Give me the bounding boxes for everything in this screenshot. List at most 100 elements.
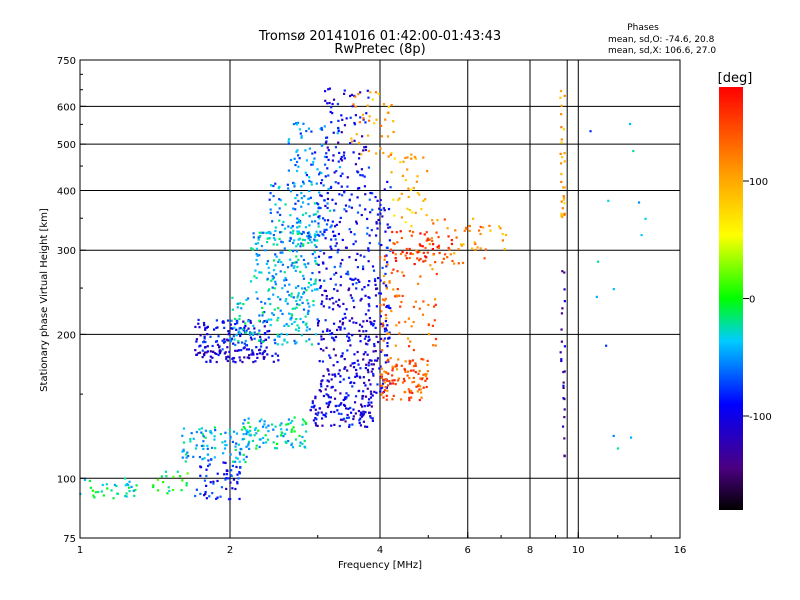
data-point bbox=[420, 396, 423, 399]
data-point bbox=[374, 91, 378, 94]
data-point bbox=[293, 239, 296, 242]
data-point bbox=[457, 262, 460, 265]
data-point bbox=[326, 328, 329, 331]
data-point bbox=[209, 481, 212, 484]
data-point bbox=[292, 181, 295, 185]
data-point bbox=[296, 194, 299, 197]
data-point bbox=[346, 413, 349, 417]
data-point bbox=[388, 331, 391, 334]
data-point bbox=[323, 279, 326, 282]
data-point bbox=[327, 404, 330, 407]
data-point bbox=[560, 359, 563, 363]
data-point bbox=[385, 287, 388, 290]
data-point bbox=[234, 317, 237, 321]
data-point bbox=[199, 334, 202, 337]
data-point bbox=[391, 379, 394, 382]
data-point bbox=[267, 289, 270, 292]
data-point bbox=[232, 430, 236, 433]
data-point bbox=[356, 170, 359, 173]
data-point bbox=[339, 284, 342, 287]
data-point bbox=[248, 429, 252, 432]
data-point bbox=[197, 322, 200, 325]
data-point bbox=[253, 275, 256, 278]
data-points bbox=[79, 87, 647, 501]
data-point bbox=[303, 445, 306, 448]
data-point bbox=[369, 390, 373, 393]
data-point bbox=[274, 226, 277, 229]
data-point bbox=[333, 339, 336, 342]
data-point bbox=[384, 230, 387, 233]
data-point bbox=[334, 146, 338, 149]
data-point bbox=[414, 371, 417, 374]
data-point bbox=[249, 336, 253, 339]
data-point bbox=[237, 349, 240, 352]
data-point bbox=[367, 401, 370, 404]
data-point bbox=[307, 281, 311, 285]
data-point bbox=[402, 377, 406, 381]
data-point bbox=[320, 338, 323, 341]
data-point bbox=[300, 242, 303, 245]
data-point bbox=[366, 343, 369, 346]
data-point bbox=[316, 324, 320, 327]
data-point bbox=[358, 152, 361, 156]
data-point bbox=[353, 353, 356, 356]
data-point bbox=[102, 494, 105, 497]
data-point bbox=[362, 267, 365, 271]
data-point bbox=[317, 203, 320, 206]
data-point bbox=[326, 167, 329, 170]
data-point bbox=[424, 246, 427, 250]
data-point bbox=[297, 292, 300, 295]
data-point bbox=[206, 350, 210, 353]
data-point bbox=[209, 429, 212, 433]
data-point bbox=[379, 387, 382, 390]
data-point bbox=[330, 386, 333, 389]
data-point bbox=[342, 417, 346, 420]
data-point bbox=[272, 233, 275, 237]
data-point bbox=[268, 237, 271, 240]
data-point bbox=[407, 195, 410, 199]
data-point bbox=[290, 428, 294, 431]
data-point bbox=[280, 261, 283, 264]
data-point bbox=[338, 369, 341, 372]
data-point bbox=[384, 313, 387, 317]
data-point bbox=[363, 255, 366, 258]
data-point bbox=[434, 261, 437, 264]
data-point bbox=[316, 239, 319, 242]
data-point bbox=[280, 434, 283, 437]
data-point bbox=[559, 96, 562, 99]
data-point bbox=[380, 367, 384, 370]
data-point bbox=[354, 395, 358, 398]
data-point bbox=[311, 152, 314, 155]
data-point bbox=[281, 241, 284, 244]
data-point bbox=[376, 357, 380, 360]
chart-subtitle: RwPretec (8p) bbox=[334, 42, 425, 57]
data-point bbox=[106, 487, 109, 490]
data-point bbox=[317, 173, 321, 176]
data-point bbox=[381, 215, 384, 218]
data-point bbox=[299, 221, 302, 224]
data-point bbox=[354, 163, 358, 166]
data-point bbox=[367, 284, 370, 287]
data-point bbox=[384, 118, 387, 121]
data-point bbox=[407, 388, 410, 391]
data-point bbox=[256, 333, 259, 336]
data-point bbox=[201, 355, 204, 359]
data-point bbox=[401, 250, 404, 254]
data-point bbox=[561, 425, 565, 428]
data-point bbox=[295, 221, 299, 224]
data-point bbox=[343, 208, 346, 211]
data-point bbox=[201, 458, 204, 461]
data-point bbox=[325, 297, 328, 300]
data-point bbox=[247, 319, 250, 322]
data-point bbox=[224, 351, 227, 354]
data-point bbox=[308, 235, 311, 238]
data-point bbox=[330, 424, 333, 427]
data-point bbox=[265, 346, 268, 349]
data-point bbox=[314, 280, 317, 283]
data-point bbox=[300, 296, 303, 299]
data-point bbox=[202, 444, 205, 447]
data-point bbox=[272, 428, 275, 431]
data-point bbox=[417, 372, 420, 375]
data-point bbox=[295, 255, 298, 258]
